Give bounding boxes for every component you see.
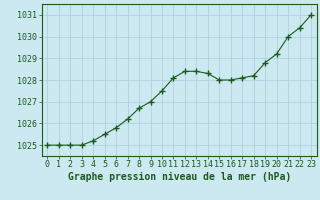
X-axis label: Graphe pression niveau de la mer (hPa): Graphe pression niveau de la mer (hPa) — [68, 172, 291, 182]
